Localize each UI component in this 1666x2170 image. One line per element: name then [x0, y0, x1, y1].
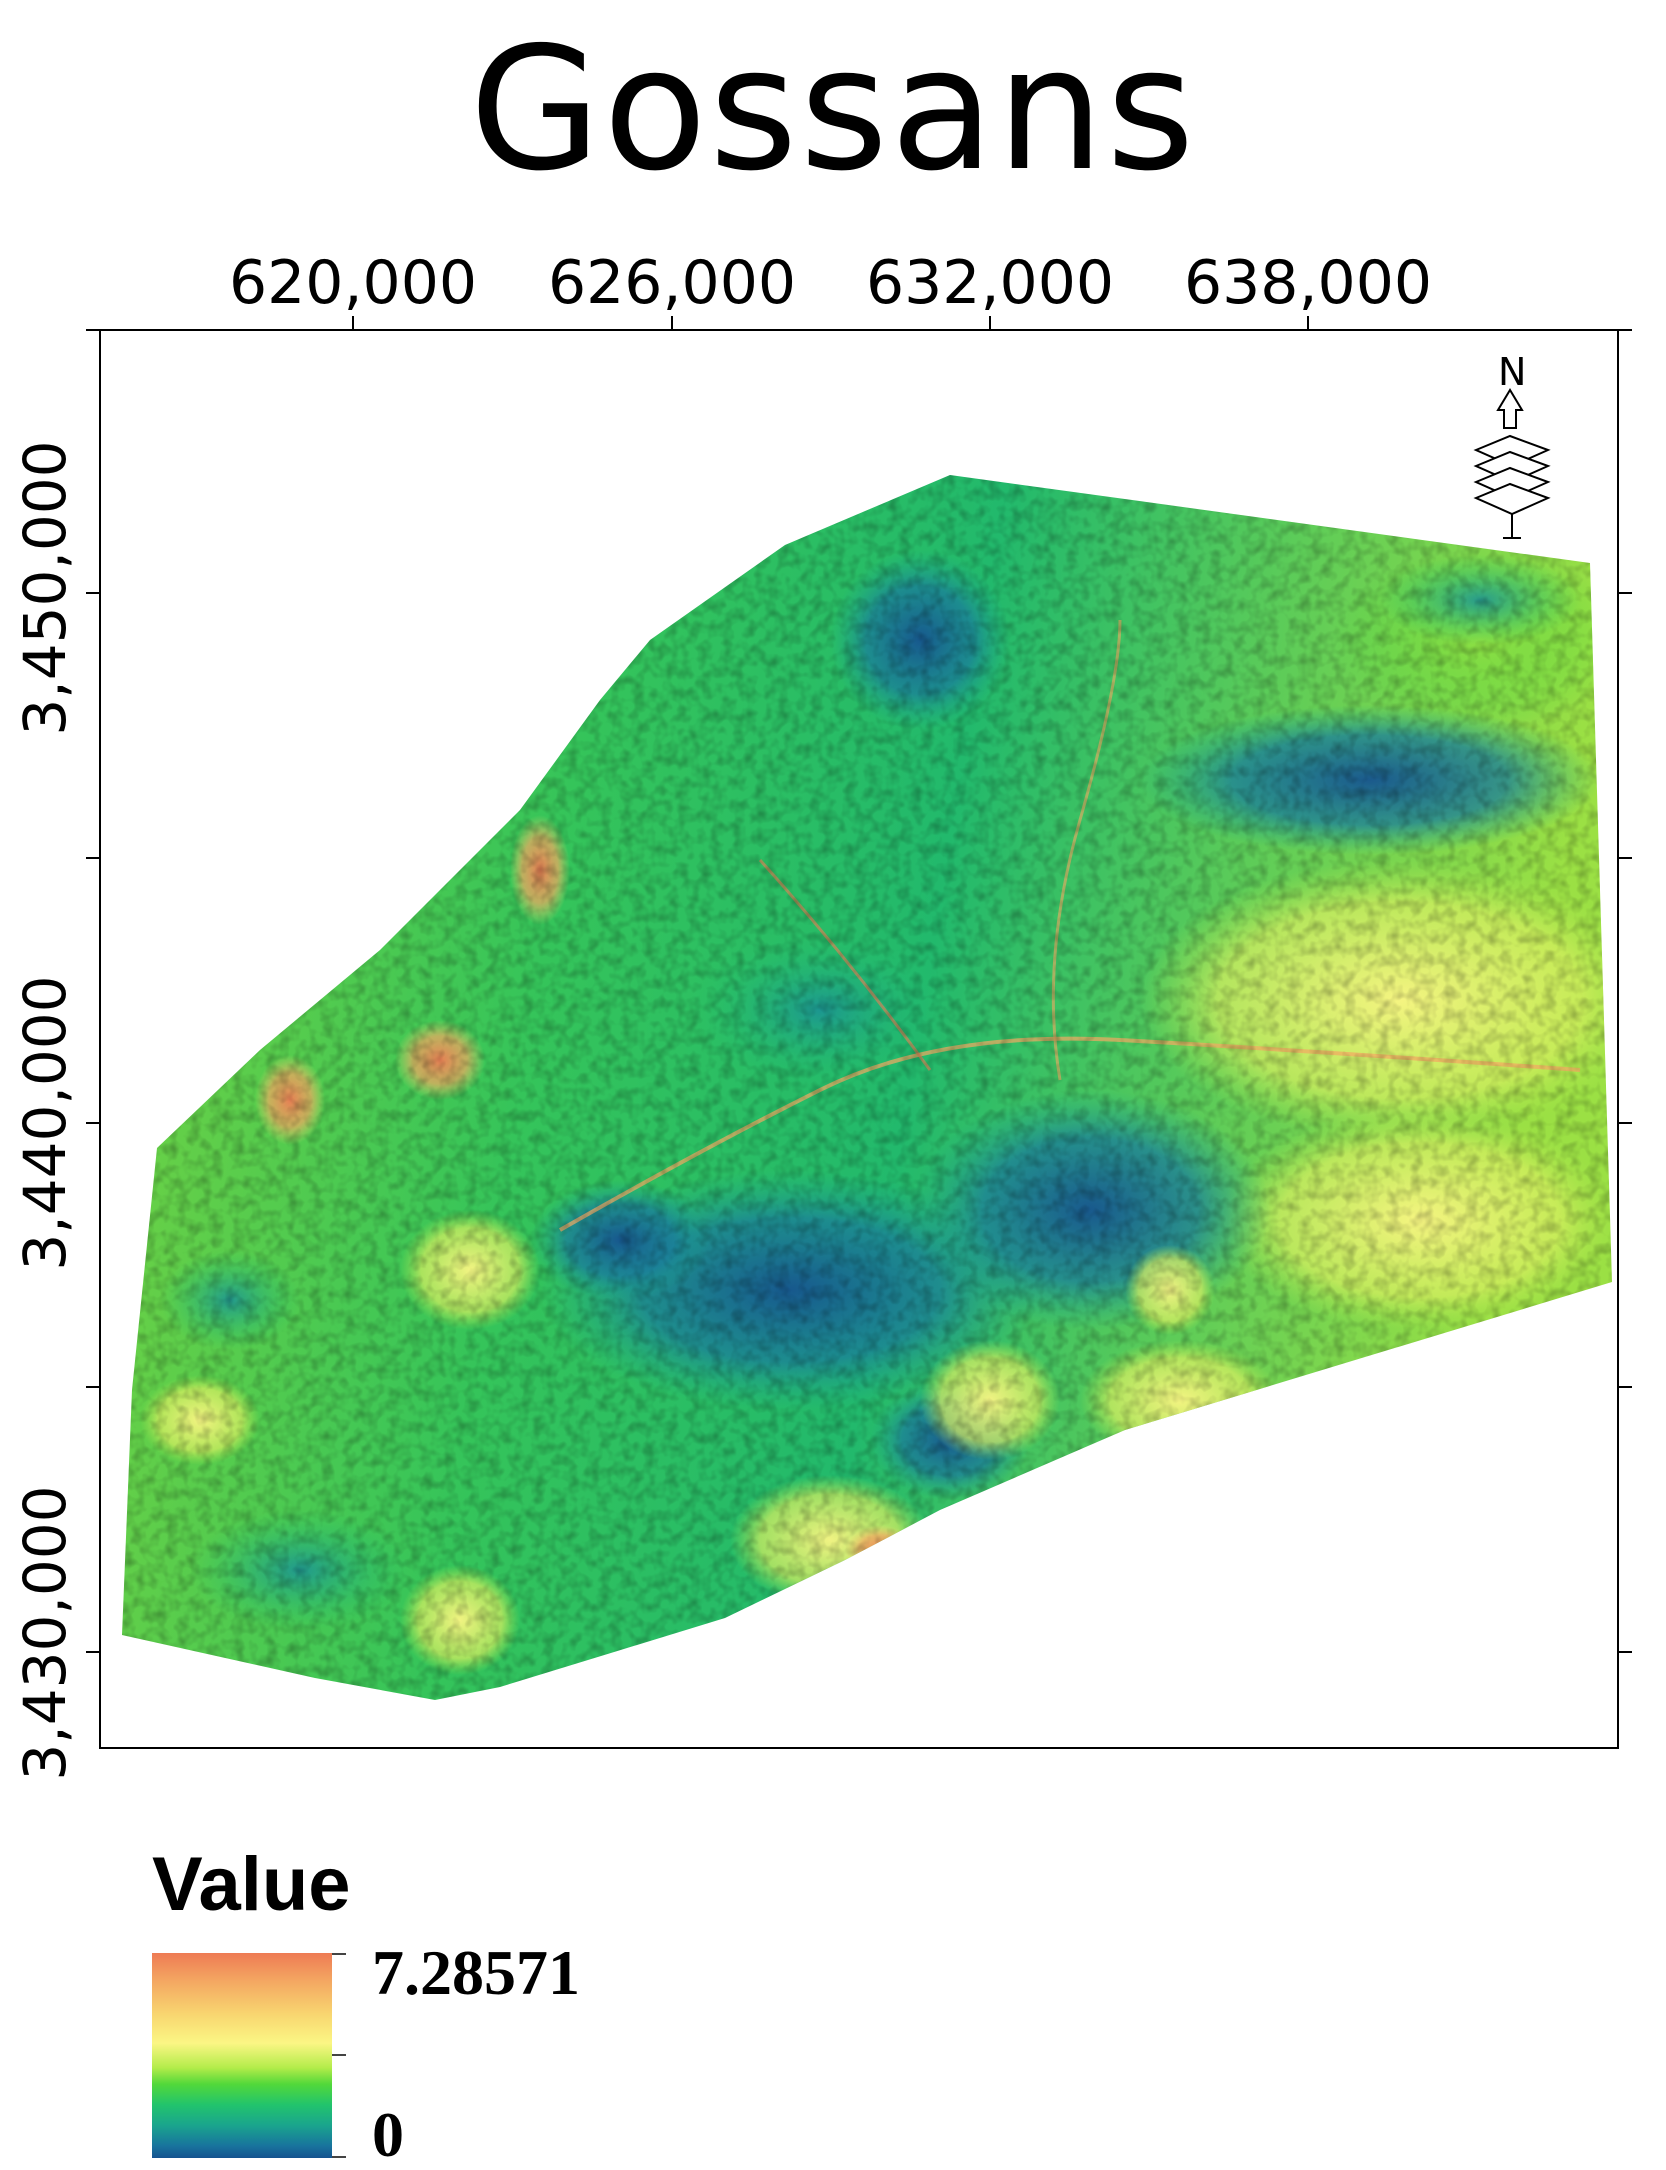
north-arrow-icon: N: [1473, 350, 1551, 539]
legend-title: Value: [152, 1842, 351, 1927]
x-tick-label: 620,000: [228, 248, 478, 318]
x-tick-label: 632,000: [865, 248, 1115, 318]
map-title: Gossans: [469, 11, 1197, 209]
svg-text:N: N: [1498, 350, 1526, 394]
gossans-raster: [122, 475, 1612, 1700]
legend-min-label: 0: [372, 2099, 404, 2170]
map-frame: N: [86, 316, 1632, 1749]
legend-color-ramp: [152, 1953, 332, 2158]
legend-max-label: 7.28571: [372, 1937, 580, 2008]
x-tick-label: 626,000: [547, 248, 797, 318]
legend-ticks: [332, 1953, 346, 2158]
x-tick-label: 638,000: [1183, 248, 1433, 318]
